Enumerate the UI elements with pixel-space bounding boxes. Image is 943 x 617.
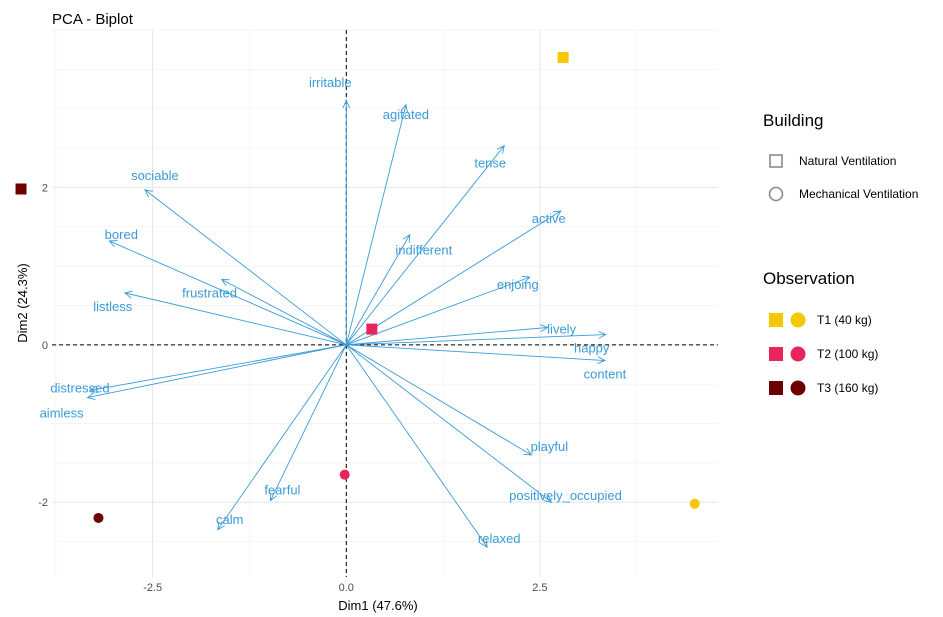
vector-arrowhead-active [552,210,562,219]
vector-arrowhead-happy [598,330,607,339]
axis-ticks: -2.5 0.0 2.5 -2 0 2 [38,182,547,594]
vector-arrowhead-fearful [269,492,277,502]
legend-square-swatch [769,313,783,327]
legend-square-icon [769,154,783,168]
x-tick-label: 2.5 [532,582,547,594]
vector-relaxed [345,344,488,548]
chart-title: PCA - Biplot [52,11,134,28]
legend: Building Natural Ventilation Mechanical … [763,111,918,396]
vector-positively_occupied [346,344,552,503]
vector-label-indifferent: indifferent [395,243,452,258]
x-tick-label: 0.0 [339,582,354,594]
vector-label-distressed: distressed [50,380,109,395]
vector-label-irritable: irritable [309,75,352,90]
x-axis-label: Dim1 (47.6%) [338,598,417,613]
legend-building-title: Building [763,111,824,130]
legend-observation-label: T1 (40 kg) [817,313,872,327]
vector-lively [346,327,548,346]
vector-arrowhead-playful [523,448,533,456]
vector-label-content: content [584,367,627,382]
vector-label-sociable: sociable [131,168,179,183]
vector-label-calm: calm [216,512,243,527]
vector-content [346,344,605,362]
legend-circle-swatch [790,346,806,362]
vector-agitated [345,104,407,345]
vector-label-frustrated: frustrated [182,285,237,300]
vector-label-listless: listless [93,299,133,314]
point-square [366,323,378,335]
vector-aimless [87,344,347,398]
y-tick-label: -2 [38,497,48,509]
vector-distressed [89,344,347,391]
legend-building-item-0: Natural Ventilation [799,154,896,168]
vector-arrowhead-tense [496,144,505,154]
x-tick-label: -2.5 [143,582,162,594]
vector-label-lively: lively [547,322,576,337]
y-axis-label: Dim2 (24.3%) [15,263,30,342]
vector-label-relaxed: relaxed [478,531,521,546]
vector-arrowhead-content [597,356,606,365]
vector-arrowhead-calm [217,521,225,531]
legend-building-item-1: Mechanical Ventilation [799,187,918,201]
vector-arrowhead-listless [123,290,133,299]
variable-vectors: irritable agitated tense indifferent active e… [40,75,627,548]
vector-arrowhead-lively [539,324,549,332]
vector-active [346,210,562,346]
legend-square-swatch [769,347,783,361]
observation-points [15,52,700,523]
vector-happy [346,334,606,346]
legend-observation-title: Observation [763,269,855,288]
vector-label-playful: playful [531,439,569,454]
vector-frustrated [221,279,347,346]
vector-fearful [269,344,347,501]
point-circle [93,512,104,523]
legend-square-swatch [769,381,783,395]
vector-calm [217,344,347,531]
point-circle [339,469,350,480]
legend-observation-label: T2 (100 kg) [817,347,878,361]
vector-arrowhead-sociable [144,189,153,198]
vector-playful [346,344,532,456]
vector-bored [109,240,347,346]
vector-arrowhead-bored [108,240,118,248]
legend-circle-swatch [790,380,806,396]
vector-label-bored: bored [105,227,138,242]
vector-listless [124,292,347,346]
vector-label-tense: tense [474,156,506,171]
vector-arrowhead-aimless [86,392,96,400]
vector-indifferent [345,234,411,346]
vector-label-enjoing: enjoing [497,277,539,292]
point-square [557,52,569,64]
y-tick-label: 0 [42,340,48,352]
vector-label-fearful: fearful [264,483,300,498]
legend-circle-icon [768,186,784,202]
vector-tense [345,145,505,346]
vector-label-agitated: agitated [383,107,429,122]
vector-label-active: active [532,211,566,226]
vector-arrowhead-distressed [88,385,98,394]
point-circle [689,498,700,509]
vector-sociable [144,189,347,346]
vector-label-aimless: aimless [40,406,85,421]
vector-label-positively_occupied: positively_occupied [509,488,622,503]
legend-observation-items: T1 (40 kg) T2 (100 kg) T3 (160 kg) [769,312,878,396]
vector-arrowhead-positively_occupied [543,494,553,503]
vector-arrowhead-frustrated [220,279,230,287]
y-tick-label: 2 [42,182,48,194]
vector-arrowhead-indifferent [402,233,411,243]
vector-arrowhead-enjoing [521,275,531,284]
legend-circle-swatch [790,312,806,328]
vector-label-happy: happy [574,341,610,356]
legend-observation-label: T3 (160 kg) [817,381,878,395]
point-square [15,183,27,195]
vector-arrowhead-irritable [342,99,351,109]
vector-arrowhead-agitated [400,103,408,113]
vector-arrowhead-relaxed [480,539,488,548]
